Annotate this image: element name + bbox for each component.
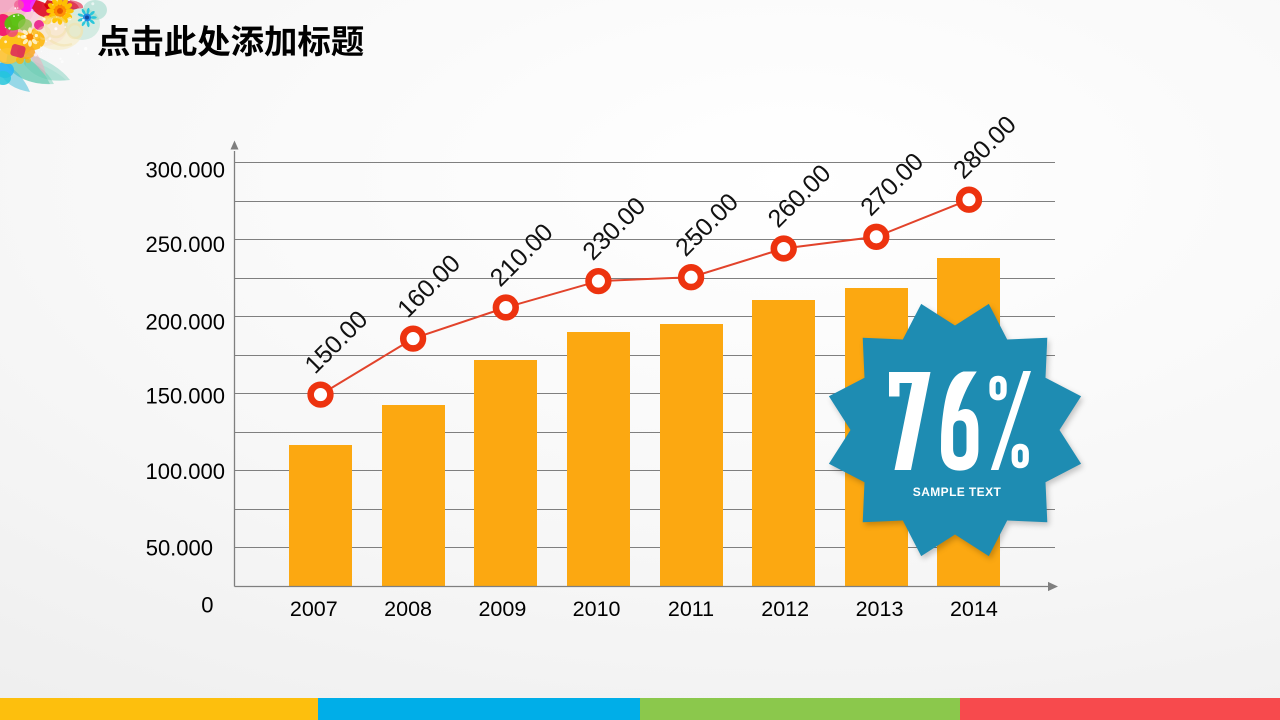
svg-text:200.000: 200.000 [145, 310, 225, 335]
svg-text:250.000: 250.000 [145, 232, 225, 257]
svg-text:260.00: 260.00 [763, 159, 837, 233]
svg-text:2011: 2011 [668, 597, 714, 621]
svg-text:2014: 2014 [950, 597, 998, 621]
svg-text:2010: 2010 [573, 597, 621, 621]
svg-text:300.000: 300.000 [145, 158, 225, 183]
svg-text:270.00: 270.00 [855, 148, 929, 222]
svg-text:280.00: 280.00 [948, 110, 1022, 184]
svg-text:210.00: 210.00 [485, 218, 559, 292]
svg-text:2012: 2012 [761, 597, 809, 621]
svg-text:50.000: 50.000 [146, 536, 213, 561]
svg-text:100.000: 100.000 [145, 459, 225, 484]
svg-text:250.00: 250.00 [670, 188, 744, 262]
svg-text:2013: 2013 [856, 597, 904, 621]
svg-text:SAMPLE TEXT: SAMPLE TEXT [913, 485, 1002, 499]
svg-text:150.000: 150.000 [145, 383, 225, 408]
svg-text:2008: 2008 [384, 597, 432, 621]
svg-text:0: 0 [201, 592, 213, 617]
svg-text:2009: 2009 [478, 597, 526, 621]
svg-text:230.00: 230.00 [577, 192, 651, 266]
svg-text:160.00: 160.00 [392, 249, 466, 323]
svg-text:2007: 2007 [290, 597, 338, 621]
